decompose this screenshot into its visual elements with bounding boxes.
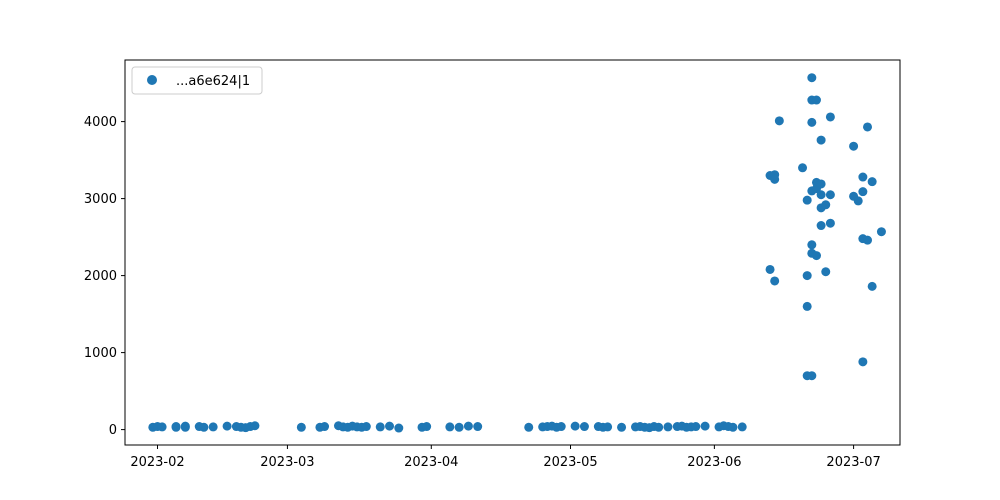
y-axis: 0 1000 2000 3000 4000 <box>84 115 125 438</box>
legend: ...a6e624|1 <box>131 66 263 95</box>
data-point <box>208 422 218 432</box>
data-point <box>858 172 868 182</box>
legend-box <box>131 66 263 95</box>
data-point <box>849 141 859 151</box>
data-point <box>654 422 664 432</box>
data-point <box>157 422 167 432</box>
x-tick-label: 2023-06 <box>687 455 741 470</box>
data-point <box>816 190 826 200</box>
data-point <box>454 422 464 432</box>
data-point <box>296 422 306 432</box>
y-tick-label: 0 <box>109 423 117 438</box>
x-tick-label: 2023-04 <box>404 455 458 470</box>
data-point <box>603 422 613 432</box>
plot-frame <box>124 59 901 446</box>
data-point <box>617 422 627 432</box>
data-point <box>802 271 812 281</box>
data-point <box>821 200 831 210</box>
data-point <box>811 95 821 105</box>
data-point <box>700 421 710 431</box>
legend-label: ...a6e624|1 <box>176 74 250 89</box>
data-point <box>171 422 181 432</box>
data-point <box>473 422 483 432</box>
data-point <box>811 251 821 261</box>
points-layer <box>148 73 886 433</box>
x-tick-label: 2023-03 <box>260 455 314 470</box>
data-point <box>798 163 808 173</box>
x-tick-label: 2023-05 <box>543 455 597 470</box>
data-point <box>807 240 817 250</box>
data-point <box>863 235 873 245</box>
data-point <box>250 421 260 431</box>
data-point <box>222 421 232 431</box>
y-tick-label: 1000 <box>84 346 117 361</box>
data-point <box>770 174 780 184</box>
data-point <box>375 422 385 432</box>
y-tick-label: 4000 <box>84 115 117 130</box>
data-point <box>770 276 780 286</box>
data-point <box>422 422 432 432</box>
data-point <box>570 421 580 431</box>
data-point <box>825 112 835 122</box>
data-point <box>821 267 831 277</box>
data-point <box>853 196 863 206</box>
data-point <box>825 218 835 228</box>
data-point <box>858 187 868 197</box>
data-point <box>825 190 835 200</box>
data-point <box>867 177 877 187</box>
x-tick-label: 2023-07 <box>826 455 880 470</box>
data-point <box>816 179 826 189</box>
data-point <box>556 422 566 432</box>
data-point <box>807 371 817 381</box>
data-point <box>867 281 877 291</box>
data-point <box>802 301 812 311</box>
x-tick-label: 2023-02 <box>130 455 184 470</box>
data-point <box>876 227 886 237</box>
data-point <box>765 264 775 274</box>
data-point <box>737 422 747 432</box>
legend-marker <box>147 75 157 85</box>
y-tick-label: 2000 <box>84 269 117 284</box>
data-point <box>774 116 784 126</box>
data-point <box>199 422 209 432</box>
data-point <box>816 221 826 231</box>
data-point <box>320 422 330 432</box>
x-axis: 2023-02 2023-03 2023-04 2023-05 2023-06 2023-… <box>130 445 881 470</box>
data-point <box>863 122 873 132</box>
data-point <box>463 421 473 431</box>
data-point <box>361 422 371 432</box>
data-point <box>691 422 701 432</box>
y-tick-label: 3000 <box>84 192 117 207</box>
data-point <box>858 357 868 367</box>
data-point <box>579 422 589 432</box>
data-point <box>445 422 455 432</box>
data-point <box>524 422 534 432</box>
data-point <box>807 117 817 127</box>
data-point <box>816 135 826 145</box>
data-point <box>807 73 817 83</box>
data-point <box>180 421 190 431</box>
data-point <box>663 422 673 432</box>
data-point <box>728 422 738 432</box>
data-point <box>385 421 395 431</box>
data-point <box>394 423 404 433</box>
data-point <box>802 195 812 205</box>
